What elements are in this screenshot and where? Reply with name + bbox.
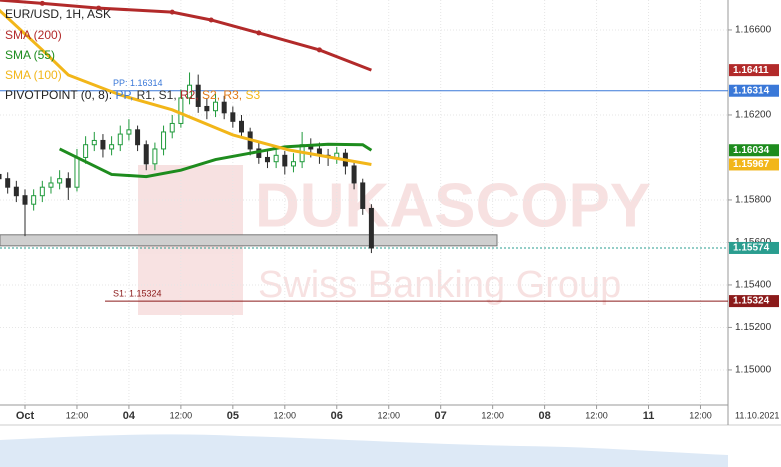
- price-tag: [729, 84, 779, 97]
- x-tick-label: 08: [538, 410, 550, 422]
- sma-dot: [96, 5, 102, 11]
- candle-body: [169, 122, 175, 133]
- candle-body: [195, 84, 201, 107]
- x-tick-label: 04: [123, 410, 136, 422]
- x-tick-label: 12:00: [377, 410, 400, 420]
- candle-body: [0, 173, 2, 180]
- legend-entry: SMA (200): [5, 28, 62, 42]
- candle-body: [273, 154, 279, 163]
- pivot-legend: PIVOTPOINT (0, 8): PP, R1, S1, R2, S2, R…: [5, 88, 260, 102]
- sma-line: [0, 8, 372, 166]
- pivot-legend-item: R1,: [137, 88, 156, 102]
- x-tick-label: 12:00: [170, 410, 193, 420]
- pivot-label: S1: 1.15324: [113, 288, 162, 298]
- candle-body: [213, 101, 219, 112]
- candle-body: [48, 182, 54, 188]
- candle-body: [290, 161, 296, 167]
- y-tick-label: 1.15800: [735, 195, 772, 206]
- price-tag: [729, 144, 779, 157]
- pivot-legend-item: S2,: [202, 88, 220, 102]
- price-tag-label: 1.16034: [733, 145, 770, 156]
- price-tag: [729, 158, 779, 171]
- candle-body: [83, 144, 89, 158]
- candle-body: [57, 178, 63, 184]
- legend-entry: SMA (55): [5, 48, 55, 62]
- candle-body: [152, 148, 158, 165]
- sma-dot: [169, 9, 175, 15]
- price-tag-label: 1.16411: [733, 65, 769, 76]
- pivot-legend-label: PIVOTPOINT (0, 8):: [5, 88, 112, 102]
- candle-body: [22, 195, 28, 205]
- price-tag: [729, 241, 779, 254]
- price-tag-label: 1.15574: [733, 243, 770, 254]
- y-tick-label: 1.16200: [735, 110, 772, 121]
- pivot-legend-item: S1,: [159, 88, 177, 102]
- candle-body: [143, 144, 149, 165]
- candle-body: [239, 120, 244, 133]
- candle-body: [109, 144, 115, 150]
- candle-body: [360, 182, 366, 209]
- price-tag: [729, 295, 779, 308]
- watermark-text: DUKASCOPY: [255, 171, 651, 240]
- sma-dot: [208, 17, 214, 23]
- navigator: [0, 434, 728, 467]
- candle-body: [13, 186, 19, 197]
- pivot-legend-item: PP,: [115, 88, 133, 102]
- candle-body: [31, 195, 37, 205]
- x-tick-label: 12:00: [274, 410, 297, 420]
- chart-title: EUR/USD, 1H, ASK: [5, 7, 111, 21]
- candle-body: [39, 186, 45, 197]
- x-tick-label: 06: [331, 410, 343, 422]
- candle-body: [282, 154, 288, 167]
- sma-line: [0, 0, 372, 72]
- candle-body: [368, 207, 374, 249]
- sma-line: [58, 142, 373, 179]
- candle-body: [126, 129, 132, 135]
- candle-body: [178, 97, 184, 124]
- candle-body: [204, 105, 210, 112]
- y-tick-label: 1.15000: [735, 365, 772, 376]
- candle-body: [100, 139, 106, 150]
- candle-body: [135, 129, 141, 146]
- sma-dot: [256, 30, 262, 36]
- zone: [0, 234, 498, 247]
- legend-entry: SMA (100): [5, 68, 62, 82]
- candle-body: [5, 178, 11, 188]
- x-tick-label: 05: [227, 410, 239, 422]
- sma-dot: [316, 47, 322, 53]
- pivot-label: PP: 1.16314: [113, 78, 163, 88]
- x-tick-label: 12:00: [689, 410, 712, 420]
- candle-body: [161, 131, 167, 150]
- y-tick-label: 1.15200: [735, 322, 772, 333]
- price-tag: [729, 64, 779, 77]
- candle-body: [230, 112, 236, 122]
- price-tag-label: 1.15324: [733, 296, 770, 307]
- candle-body: [91, 139, 97, 146]
- price-tag-label: 1.15967: [733, 159, 770, 170]
- pivot-legend-item: R3,: [223, 88, 242, 102]
- y-tick-label: 1.15400: [735, 280, 772, 291]
- candle-body: [187, 84, 193, 99]
- candle-body: [65, 178, 71, 188]
- x-tick-label: 07: [435, 410, 447, 422]
- sma-dot: [39, 0, 45, 6]
- x-tick-label: 11: [643, 410, 655, 422]
- x-tick-label: 12:00: [66, 410, 89, 420]
- candle-body: [221, 101, 227, 114]
- candle-body: [74, 156, 80, 188]
- candle-body: [117, 133, 123, 146]
- candle-body: [264, 156, 270, 163]
- pivot-legend-item: R2,: [180, 88, 199, 102]
- candle-body: [351, 165, 357, 184]
- x-tick-label: 12:00: [481, 410, 504, 420]
- x-tick-label: 12:00: [585, 410, 608, 420]
- date-label: 11.10.2021: [735, 410, 779, 420]
- pivot-legend-item: S3: [245, 88, 260, 102]
- price-tag-label: 1.16314: [733, 85, 770, 96]
- x-tick-label: Oct: [16, 410, 35, 422]
- y-tick-label: 1.16600: [735, 25, 772, 36]
